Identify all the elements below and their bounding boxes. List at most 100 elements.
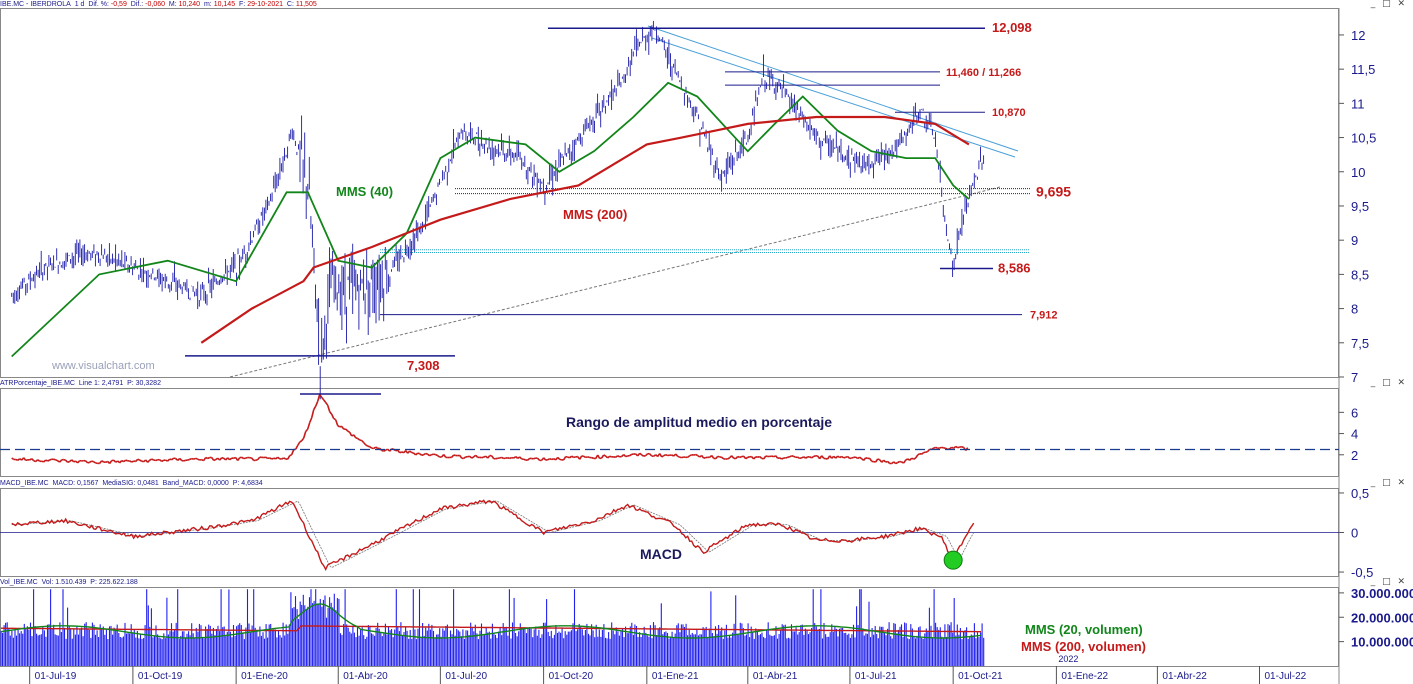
atr-segment: [563, 456, 567, 461]
atr-segment: [717, 455, 720, 458]
atr-segment: [843, 456, 846, 459]
close-value: 11,505: [295, 1, 317, 8]
atr-segment: [271, 457, 274, 460]
atr-segment: [29, 458, 33, 461]
macd-tick-label: 0,5: [1351, 486, 1369, 501]
atr-segment: [747, 456, 750, 459]
atr-segment: [609, 455, 612, 458]
atr-segment: [139, 459, 143, 462]
atr-segment: [777, 457, 780, 460]
atr-segment: [639, 452, 643, 456]
atr-segment: [847, 456, 851, 460]
atr-segment: [233, 456, 236, 460]
atr-segment: [33, 459, 37, 463]
atr-segment: [401, 451, 404, 454]
atr-segment: [881, 459, 885, 463]
vol-mms200-label: MMS (200, volumen): [1021, 639, 1146, 654]
atr-segment: [721, 456, 725, 460]
atr-segment: [223, 457, 227, 461]
atr-segment: [35, 459, 39, 463]
atr-segment: [805, 456, 809, 459]
atr-segment: [855, 456, 859, 460]
atr-segment: [917, 453, 921, 456]
atr-segment: [887, 460, 891, 465]
atr-segment: [175, 457, 179, 461]
symbol: IBE.MC - IBERDROLA: [0, 1, 71, 8]
atr-segment: [739, 455, 742, 459]
atr-segment: [43, 459, 47, 463]
atr-segment: [469, 455, 473, 459]
atr-window-controls[interactable]: _ □ ✕: [1370, 378, 1407, 388]
atr-segment: [809, 456, 813, 459]
atr-segment: [559, 458, 562, 461]
atr-segment: [443, 454, 447, 458]
atr-segment: [587, 456, 590, 459]
atr-segment: [289, 453, 293, 457]
atr-segment: [801, 456, 805, 459]
resistance-trendline-2: [651, 37, 1016, 158]
atr-segment: [957, 446, 960, 449]
atr-segment: [141, 460, 144, 463]
atr-segment: [333, 417, 337, 421]
atr-segment: [219, 457, 223, 461]
atr-segment: [301, 437, 305, 442]
atr-segment: [491, 455, 495, 460]
atr-segment: [813, 455, 816, 458]
atr-segment: [681, 456, 684, 459]
atr-segment: [899, 460, 902, 463]
x-tick-label: 01-Oct-20: [549, 671, 594, 682]
atr-segment: [771, 455, 774, 458]
x-tick-label: 01-Ene-22: [1061, 671, 1108, 682]
atr-segment: [203, 457, 207, 462]
atr-segment: [161, 459, 165, 463]
vol-window-controls[interactable]: _ □ ✕: [1370, 577, 1407, 587]
atr-segment: [11, 457, 15, 461]
price-tick-label: 11: [1351, 96, 1365, 111]
atr-segment: [877, 458, 880, 461]
atr-segment: [421, 453, 424, 457]
atr-segment: [953, 445, 957, 449]
atr-segment: [769, 455, 772, 458]
macd-window-controls[interactable]: _ □ ✕: [1370, 478, 1407, 488]
atr-segment: [543, 457, 547, 461]
atr-segment: [361, 439, 365, 444]
atr-segment: [901, 461, 905, 464]
atr-segment: [25, 459, 28, 462]
atr-segment: [77, 460, 81, 464]
atr-segment: [137, 458, 140, 461]
x-tick-label: 01-Jul-22: [1265, 671, 1307, 682]
atr-segment: [863, 457, 867, 461]
max-value: 10,240: [178, 1, 201, 8]
dif-value: -0,060: [145, 1, 166, 8]
atr-segment: [385, 448, 389, 451]
atr-segment: [365, 444, 369, 447]
price-window-controls[interactable]: _ □ ✕: [1370, 0, 1407, 9]
atr-segment: [797, 456, 801, 460]
atr-segment: [905, 458, 909, 461]
atr-segment: [625, 455, 628, 458]
atr-segment: [733, 457, 736, 460]
atr-segment: [567, 456, 570, 459]
atr-segment: [251, 457, 255, 461]
atr-segment: [23, 457, 27, 461]
atr-segment: [159, 459, 163, 463]
atr-segment: [153, 459, 156, 462]
atr-segment: [551, 457, 554, 461]
atr-segment: [785, 456, 788, 459]
atr-segment: [207, 456, 211, 460]
atr-segment: [557, 456, 561, 460]
atr-segment: [125, 459, 128, 462]
atr-segment: [189, 457, 192, 461]
atr-segment: [319, 393, 323, 398]
period: 1 d: [74, 1, 85, 8]
atr-segment: [89, 460, 93, 463]
atr-segment: [791, 455, 794, 458]
atr-segment: [229, 457, 233, 461]
mms200-line: [200, 115, 970, 344]
atr-segment: [31, 458, 35, 462]
x-tick-label: 01-Jul-21: [855, 671, 897, 682]
atr-segment: [413, 452, 417, 456]
vol-mms20-line: [0, 603, 982, 639]
atr-segment: [283, 457, 287, 460]
